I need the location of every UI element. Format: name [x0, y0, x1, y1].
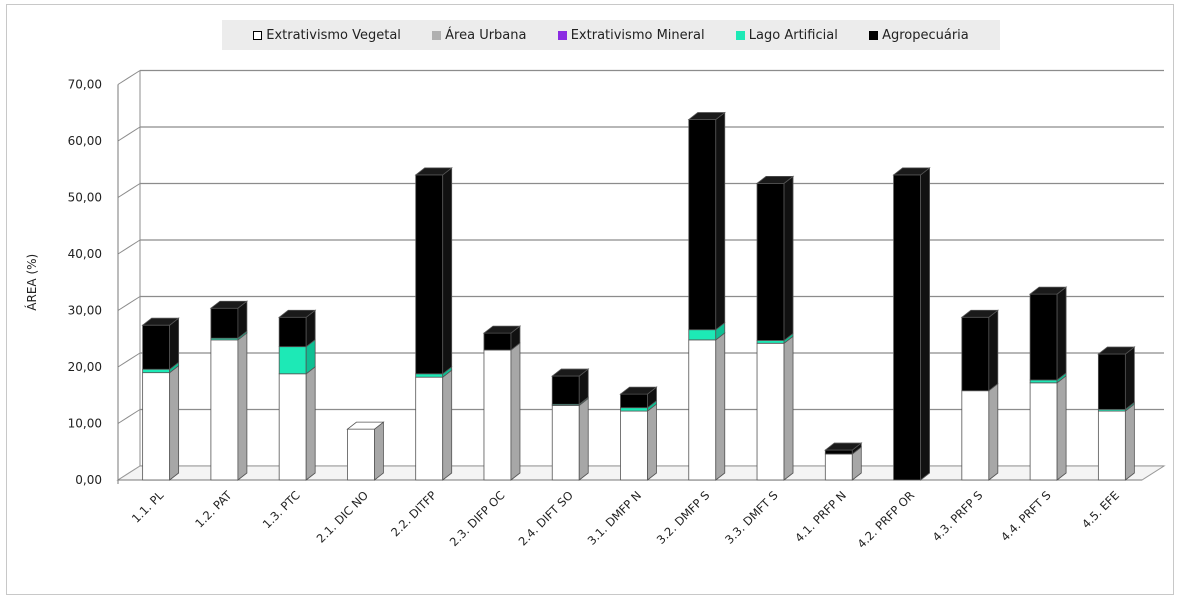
x-category-label: 4.1. PRFP N — [792, 488, 849, 545]
bar-segment — [551, 368, 590, 406]
x-category-label: 2.1. DIC NO — [314, 488, 371, 545]
bar-segment — [415, 369, 453, 481]
bar-segment — [892, 167, 931, 481]
x-category-label: 3.2. DMFP S — [654, 488, 713, 547]
x-category-label: 1.2. PAT — [192, 488, 235, 531]
bar-segment — [414, 167, 453, 375]
bar-segment — [755, 175, 795, 342]
bar-segment — [278, 338, 316, 375]
bar-segment — [687, 111, 726, 331]
bar-segment — [824, 442, 863, 455]
bar-segment — [620, 403, 657, 481]
bar-segment — [209, 300, 249, 340]
y-axis-title: ÁREA (%) — [24, 254, 39, 311]
legend-label: Extrativismo Mineral — [570, 27, 705, 43]
chart-legend: Extrativismo Vegetal Área Urbana Extrativi… — [222, 20, 1000, 50]
y-tick-label: 0,00 — [75, 473, 102, 487]
x-category-label: 2.3. DIFP OC — [447, 488, 508, 549]
chart-frame — [6, 4, 1174, 595]
legend-swatch — [869, 30, 879, 40]
gridline-depth — [117, 183, 141, 198]
legend-item-0: Extrativismo Vegetal — [253, 28, 401, 43]
gridline-depth — [117, 126, 141, 142]
x-category-label: 1.3. PTC — [260, 488, 303, 531]
bar-segment — [756, 335, 794, 481]
bar-segment — [619, 386, 658, 409]
gridline-depth — [117, 239, 141, 255]
bar-segment — [141, 317, 180, 371]
bar-segment — [688, 332, 726, 481]
y-tick-label: 40,00 — [68, 247, 102, 261]
legend-item-4: Agropecuária — [869, 28, 969, 43]
legend-item-3: Lago Artificial — [735, 27, 838, 43]
y-tick-label: 50,00 — [68, 191, 102, 205]
legend-label: Agropecuária — [882, 27, 969, 43]
x-category-label: 4.3. PRFP S — [930, 488, 986, 544]
legend-item-2: Extrativismo Mineral — [557, 27, 705, 43]
bar-segment — [1097, 403, 1135, 481]
bar-segment — [824, 446, 862, 481]
bar-segment — [278, 309, 317, 348]
x-category-label: 2.2. DITFP — [388, 488, 439, 539]
bar-segment — [1029, 375, 1067, 481]
legend-label: Extrativismo Vegetal — [266, 27, 401, 43]
x-category-label: 3.1. DMFP N — [585, 488, 645, 548]
y-tick-label: 70,00 — [68, 78, 102, 92]
x-category-label: 1.1. PL — [129, 488, 167, 526]
legend-label: Lago Artificial — [748, 27, 838, 43]
legend-item-1: Área Urbana — [432, 28, 526, 43]
legend-swatch — [735, 30, 745, 40]
legend-label: Área Urbana — [445, 27, 527, 43]
bar-segment — [210, 332, 248, 481]
y-tick-label: 30,00 — [68, 304, 102, 318]
bar-segment — [482, 325, 522, 351]
y-tick-label: 10,00 — [68, 417, 102, 431]
legend-swatch — [557, 30, 567, 40]
bar-segment — [1097, 346, 1136, 411]
gridline-depth — [117, 352, 141, 368]
bar-segment — [278, 365, 316, 481]
legend-swatch — [253, 30, 263, 40]
x-category-label: 3.3. DMFT S — [722, 488, 781, 547]
legend-swatch — [432, 30, 442, 40]
gridline-depth — [117, 296, 141, 311]
bar-segment — [1028, 286, 1068, 381]
gridline-depth — [117, 70, 141, 85]
bar-segment — [483, 342, 521, 481]
y-tick-label: 20,00 — [68, 360, 102, 374]
x-category-label: 4.2. PRFP OR — [854, 488, 917, 551]
y-tick-label: 60,00 — [68, 134, 102, 148]
bars-layer — [141, 111, 1136, 481]
bar-segment — [346, 421, 385, 481]
bar-segment — [142, 364, 180, 481]
bar-segment — [960, 309, 999, 392]
bar-segment — [551, 397, 589, 481]
x-category-label: 4.4. PRFT S — [998, 488, 1054, 544]
gridline-depth — [117, 409, 141, 424]
bar-segment — [961, 382, 999, 481]
x-category-label: 4.5. EFE — [1079, 488, 1122, 531]
x-category-label: 2.4. DIFT SO — [516, 488, 576, 548]
